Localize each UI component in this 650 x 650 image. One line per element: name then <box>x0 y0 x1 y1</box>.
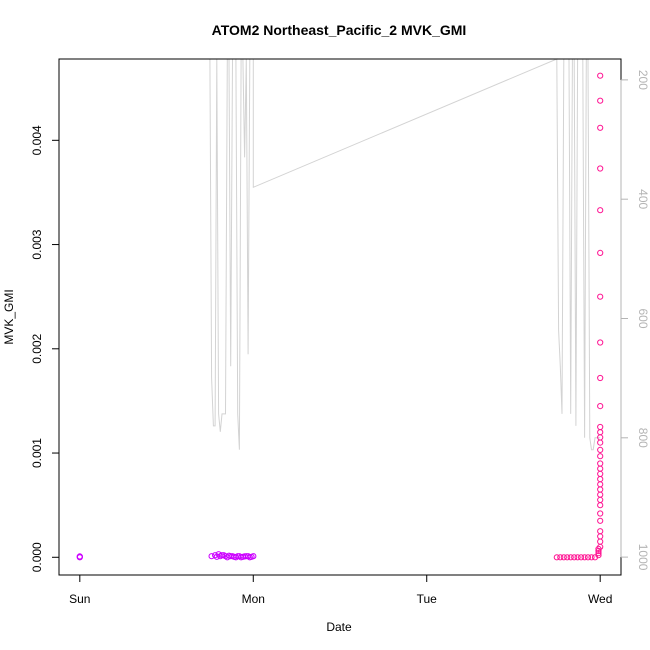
x-tick-label: Tue <box>417 592 438 606</box>
chart-title: ATOM2 Northeast_Pacific_2 MVK_GMI <box>212 22 467 38</box>
data-point <box>245 553 252 560</box>
data-point <box>597 124 604 131</box>
y-tick-label: 0.001 <box>30 438 44 468</box>
data-point <box>597 453 604 460</box>
data-point <box>597 481 604 488</box>
data-point <box>76 553 83 560</box>
data-point <box>597 476 604 483</box>
data-point <box>597 465 604 472</box>
data-point <box>248 553 255 560</box>
data-point <box>578 554 585 561</box>
data-point <box>597 510 604 517</box>
data-point <box>227 553 234 560</box>
pressure-line-layer <box>209 58 601 451</box>
data-point <box>581 554 588 561</box>
y2-tick-label: 600 <box>636 308 650 328</box>
data-point <box>553 554 560 561</box>
data-points-layer <box>76 72 604 561</box>
x-tick-label: Mon <box>242 592 265 606</box>
data-point <box>238 554 245 561</box>
data-point <box>597 97 604 104</box>
x-axis: Sun Mon Tue Wed <box>69 574 612 606</box>
y2-tick-label: 400 <box>636 189 650 209</box>
data-point <box>597 429 604 436</box>
data-point <box>597 460 604 467</box>
data-point <box>560 554 567 561</box>
y2-tick-label: 800 <box>636 428 650 448</box>
data-point <box>597 207 604 214</box>
data-point <box>213 553 220 560</box>
data-point <box>597 538 604 545</box>
x-axis-title: Date <box>326 620 352 634</box>
data-point <box>597 517 604 524</box>
data-point <box>597 339 604 346</box>
data-point <box>597 502 604 509</box>
data-point <box>597 491 604 498</box>
data-point <box>597 72 604 79</box>
data-point <box>234 553 241 560</box>
data-point <box>557 554 564 561</box>
data-point <box>597 403 604 410</box>
data-point <box>584 554 592 561</box>
data-point <box>597 423 604 431</box>
data-point <box>597 439 604 446</box>
data-point <box>567 554 574 561</box>
data-point <box>595 550 602 557</box>
data-point <box>597 249 604 256</box>
data-point <box>564 554 571 561</box>
data-point <box>588 554 595 561</box>
data-point <box>597 533 604 540</box>
data-point <box>574 554 581 561</box>
y2-tick-label: 1000 <box>636 544 650 571</box>
y-axis-title: MVK_GMI <box>2 289 16 344</box>
data-point <box>231 553 238 560</box>
data-point <box>597 165 604 172</box>
y2-tick-label: 200 <box>636 70 650 90</box>
data-point <box>597 486 604 493</box>
data-point <box>597 528 604 535</box>
data-point <box>595 552 602 559</box>
pressure-line <box>209 58 601 451</box>
data-point <box>217 553 224 560</box>
data-point <box>208 553 215 560</box>
y-tick-label: 0.000 <box>30 542 44 572</box>
data-point <box>597 293 604 300</box>
y-tick-label: 0.002 <box>30 333 44 363</box>
y2-axis: 200 400 600 800 1000 <box>620 70 650 571</box>
y-tick-label: 0.004 <box>30 125 44 155</box>
y-tick-label: 0.003 <box>30 229 44 259</box>
x-tick-label: Wed <box>588 592 612 606</box>
data-point <box>597 446 604 453</box>
data-point <box>571 554 578 561</box>
plot-frame <box>58 58 622 576</box>
x-tick-label: Sun <box>69 592 90 606</box>
data-point <box>597 470 604 477</box>
data-point <box>597 496 604 503</box>
data-point <box>597 374 604 382</box>
y-axis: 0.000 0.001 0.002 0.003 0.004 <box>30 125 60 572</box>
data-point <box>241 553 248 560</box>
data-point <box>224 554 231 561</box>
